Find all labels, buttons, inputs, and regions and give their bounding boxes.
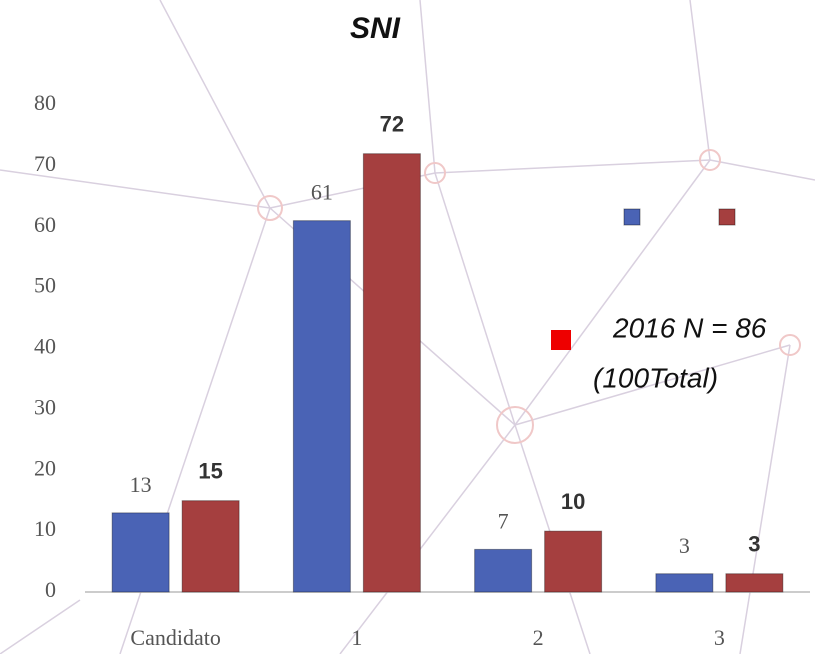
data-label: 7 [498, 508, 509, 533]
y-tick-label: 30 [34, 394, 56, 419]
y-tick-label: 80 [34, 90, 56, 115]
annotation: 2016 N = 86 [612, 312, 767, 343]
bar [474, 548, 533, 593]
data-label: 10 [561, 489, 585, 514]
y-tick-label: 20 [34, 455, 56, 480]
y-tick-label: 70 [34, 151, 56, 176]
x-tick-label: 3 [714, 625, 725, 650]
y-tick-label: 0 [45, 577, 56, 602]
bar [181, 500, 240, 593]
data-label: 13 [130, 472, 152, 497]
data-label: 61 [311, 180, 333, 205]
x-tick-label: Candidato [130, 625, 220, 650]
y-tick-label: 50 [34, 273, 56, 298]
y-tick-label: 60 [34, 212, 56, 237]
legend-swatch [718, 208, 736, 226]
bar [725, 573, 784, 593]
bar [292, 220, 351, 593]
x-tick-label: 2 [533, 625, 544, 650]
bar [655, 573, 714, 593]
data-label: 3 [748, 532, 760, 557]
annotation: (100Total) [593, 362, 718, 393]
y-tick-label: 10 [34, 516, 56, 541]
legend-swatch [623, 208, 641, 226]
bar [544, 530, 603, 593]
data-label: 72 [380, 112, 404, 137]
data-label: 15 [198, 459, 222, 484]
annotation-swatch [551, 330, 571, 350]
bar [111, 512, 170, 593]
x-tick-label: 1 [351, 625, 362, 650]
y-tick-label: 40 [34, 334, 56, 359]
chart-title: SNI [350, 12, 401, 45]
data-label: 3 [679, 533, 690, 558]
bar [362, 153, 421, 593]
